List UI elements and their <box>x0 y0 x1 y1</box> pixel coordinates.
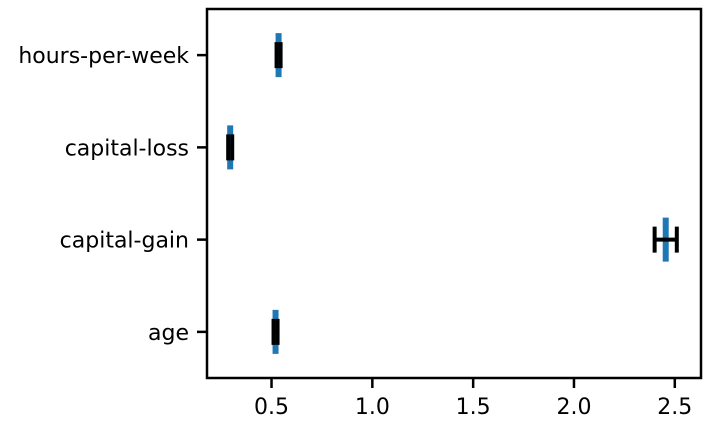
error-bar-capital-loss <box>226 134 235 161</box>
x-tick-label-1.5: 1.5 <box>456 395 491 420</box>
bars-group <box>227 33 669 354</box>
x-tick-label-2.5: 2.5 <box>657 395 692 420</box>
error-bar-capital-gain <box>652 226 679 253</box>
x-tick-label-2.0: 2.0 <box>556 395 591 420</box>
y-axis: age capital-gain capital-loss hours-per-wee… <box>18 44 207 346</box>
x-axis: 0.5 1.0 1.5 2.0 2.5 <box>254 378 692 420</box>
x-tick-label-1.0: 1.0 <box>355 395 390 420</box>
y-tick-label-capital-gain: capital-gain <box>60 229 189 254</box>
error-bar-hours-per-week <box>274 42 283 69</box>
y-tick-label-age: age <box>148 321 189 346</box>
error-bar-age <box>271 318 280 345</box>
error-bars-group <box>226 42 679 345</box>
plot-frame <box>205 7 703 380</box>
y-tick-label-hours-per-week: hours-per-week <box>18 44 189 69</box>
y-tick-label-capital-loss: capital-loss <box>65 136 189 161</box>
x-tick-label-0.5: 0.5 <box>254 395 289 420</box>
